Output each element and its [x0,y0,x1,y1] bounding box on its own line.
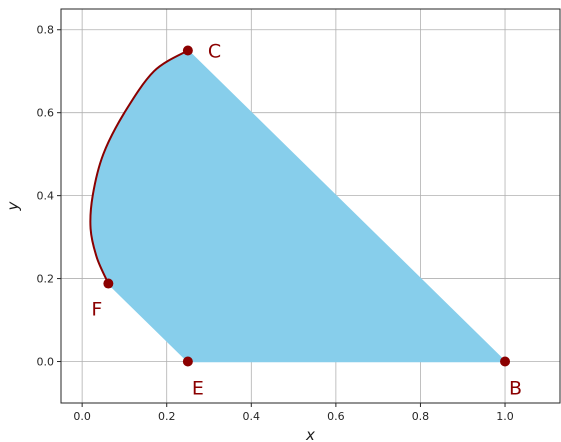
point-c-label: C [208,40,221,62]
point-f-marker [103,278,114,289]
labeled-points: C F E B [91,40,522,399]
boundary-curve [89,49,189,285]
point-b-marker [500,356,511,367]
y-axis-label: y [4,200,22,211]
plot-frame [60,8,561,404]
point-e-marker [182,356,193,367]
y-tick-label: 0.8 [37,24,55,37]
x-tick-label: 0.6 [327,410,345,423]
x-tick-label: 0.4 [243,410,261,423]
x-axis-ticks: 0.0 0.2 0.4 0.6 0.8 1.0 [73,403,514,423]
y-tick-label: 0.0 [37,356,55,369]
x-axis-label: x [305,426,315,442]
x-tick-label: 0.2 [158,410,176,423]
point-c-marker [182,45,193,56]
x-tick-label: 0.0 [73,410,91,423]
point-e-label: E [192,378,204,400]
y-tick-label: 0.2 [37,273,55,286]
point-b-label: B [509,378,522,400]
y-axis-ticks: 0.0 0.2 0.4 0.6 0.8 [37,24,61,369]
x-tick-label: 1.0 [496,410,514,423]
y-tick-label: 0.6 [37,107,55,120]
point-f-label: F [91,299,102,321]
y-tick-label: 0.4 [37,190,55,203]
x-tick-label: 0.8 [412,410,430,423]
